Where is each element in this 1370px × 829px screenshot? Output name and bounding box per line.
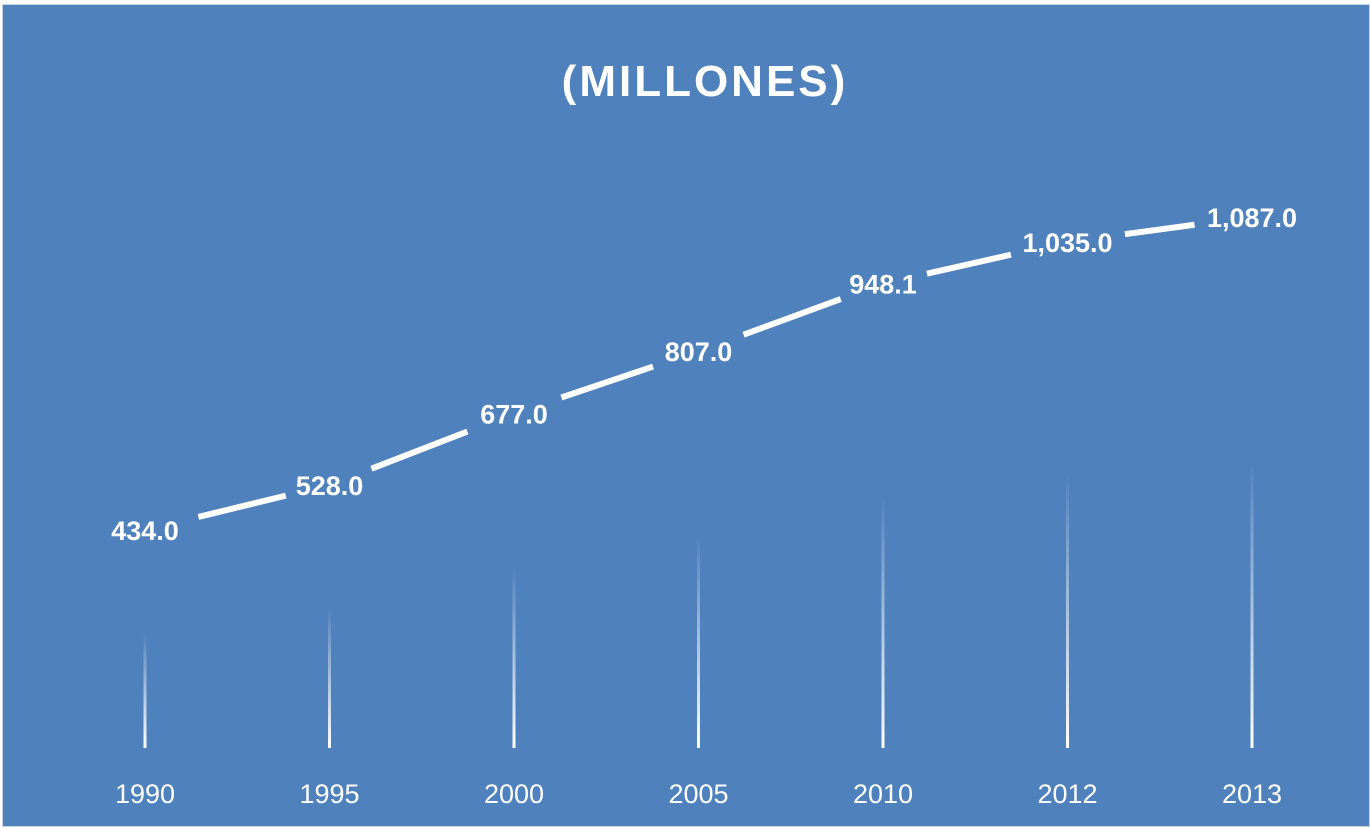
data-label-2005: 807.0 — [665, 337, 733, 367]
drop-line-2000 — [512, 567, 516, 748]
line-segment-2000-2005 — [560, 363, 654, 401]
data-label-2012: 1,035.0 — [1022, 228, 1112, 258]
data-labels: 434.0 528.0 677.0 807.0 948.1 1,035.0 1,087.0 — [111, 203, 1297, 546]
line-segment-2012-2013 — [1124, 221, 1195, 238]
chart-title: (MILLONES) — [562, 57, 849, 106]
drop-line-2005 — [697, 532, 700, 748]
drop-line-1995 — [328, 607, 331, 748]
data-label-1990: 434.0 — [111, 516, 179, 546]
x-tick-label-2005: 2005 — [668, 779, 728, 809]
x-tick-label-2000: 2000 — [484, 779, 544, 809]
x-tick-label-1995: 1995 — [299, 779, 359, 809]
chart-area — [2, 4, 1370, 827]
drop-line-2010 — [881, 495, 885, 748]
data-label-2000: 677.0 — [480, 400, 548, 430]
line-segment-1995-2000 — [370, 428, 469, 472]
drop-lines — [143, 458, 1254, 748]
x-tick-label-2012: 2012 — [1037, 779, 1097, 809]
x-tick-label-2013: 2013 — [1222, 779, 1282, 809]
data-label-2013: 1,087.0 — [1207, 203, 1297, 233]
series-line — [197, 221, 1195, 520]
x-tick-label-2010: 2010 — [853, 779, 913, 809]
line-segment-2005-2010 — [742, 296, 842, 338]
data-label-1995: 528.0 — [296, 471, 364, 501]
data-label-2010: 948.1 — [849, 270, 917, 300]
drop-line-2013 — [1250, 458, 1254, 748]
drop-line-2012 — [1066, 471, 1069, 748]
x-axis-tick-labels: 1990 1995 2000 2005 2010 2012 2013 — [115, 779, 1282, 809]
x-tick-label-1990: 1990 — [115, 779, 175, 809]
line-segment-2010-2012 — [926, 251, 1012, 277]
line-segment-1990-1995 — [197, 492, 287, 520]
drop-line-1990 — [143, 632, 147, 748]
